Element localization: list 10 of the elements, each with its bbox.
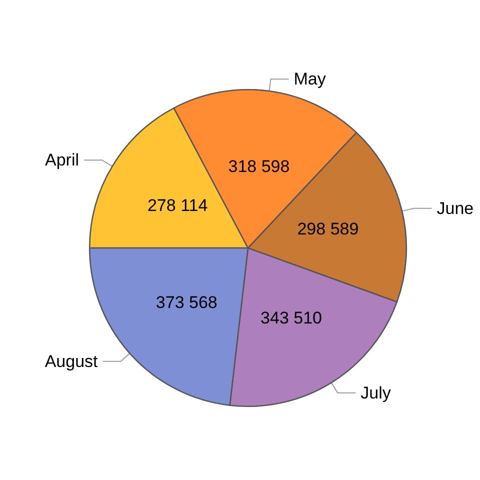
slice-label: April bbox=[44, 150, 80, 170]
data-label: 343 510 bbox=[260, 308, 322, 328]
data-label: 318 598 bbox=[228, 157, 290, 176]
slice-label: June bbox=[436, 198, 474, 218]
slice-label: May bbox=[294, 70, 326, 89]
slice-label: July bbox=[360, 383, 392, 402]
data-label: 278 114 bbox=[147, 196, 208, 216]
data-label: 373 568 bbox=[156, 293, 218, 312]
slice-label: August bbox=[44, 352, 98, 371]
data-label: 298 589 bbox=[297, 219, 359, 238]
